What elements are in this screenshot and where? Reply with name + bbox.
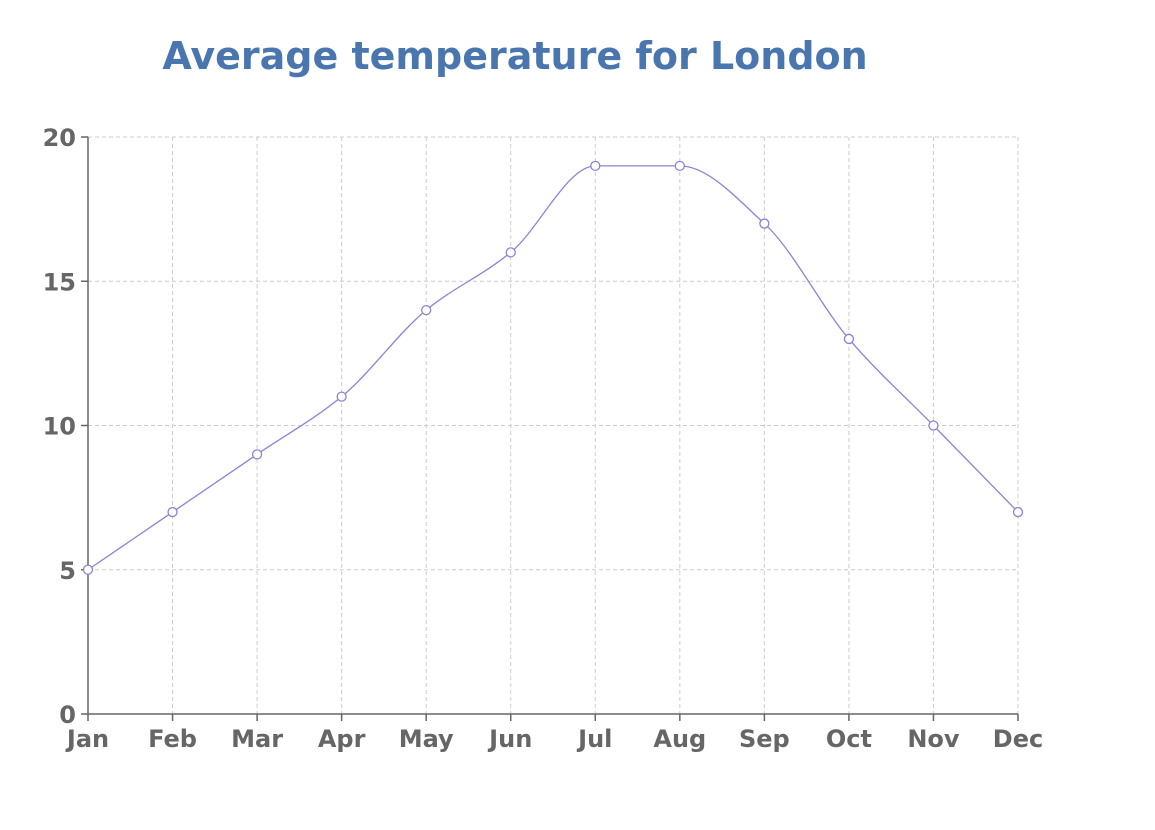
x-tick-label-apr: Apr <box>318 725 366 753</box>
data-point-jul <box>590 160 601 172</box>
data-point-may <box>421 304 432 316</box>
y-tick-label-20: 20 <box>43 124 76 152</box>
x-tick-label-oct: Oct <box>826 725 872 753</box>
data-point-nov <box>928 420 939 431</box>
chart-title: Average temperature for London <box>162 34 868 78</box>
x-tick-label-jun: Jun <box>487 725 532 753</box>
x-tick-label-may: May <box>399 725 454 753</box>
y-tick-label-5: 5 <box>59 557 76 585</box>
x-tick-label-mar: Mar <box>231 725 283 753</box>
data-point-apr <box>336 391 347 402</box>
data-point-oct <box>843 333 855 345</box>
x-tick-label-sep: Sep <box>739 725 790 753</box>
x-tick-label-aug: Aug <box>653 725 706 753</box>
y-tick-label-10: 10 <box>43 413 76 441</box>
data-point-sep <box>759 218 770 229</box>
grid <box>88 136 1019 714</box>
x-tick-label-feb: Feb <box>148 725 197 753</box>
series-temperature <box>82 160 1024 575</box>
x-tick-label-jan: Jan <box>65 725 109 753</box>
x-tick-label-nov: Nov <box>907 725 960 753</box>
y-tick-label-15: 15 <box>43 268 76 296</box>
data-point-jun <box>505 247 516 258</box>
x-tick-label-jul: Jul <box>576 725 612 753</box>
data-point-dec <box>1012 506 1024 518</box>
data-point-mar <box>251 449 263 460</box>
axes <box>81 136 1019 721</box>
y-tick-label-0: 0 <box>59 701 76 729</box>
data-point-feb <box>167 506 178 518</box>
tick-labels: 0 5 10 15 20 Jan Feb Mar Apr May Jun Jul Aug Sep Oct No… <box>43 124 1044 753</box>
series-line-temperature <box>87 165 1019 571</box>
data-point-jan <box>82 564 94 575</box>
data-point-aug <box>674 160 685 172</box>
x-tick-label-dec: Dec <box>993 725 1043 753</box>
